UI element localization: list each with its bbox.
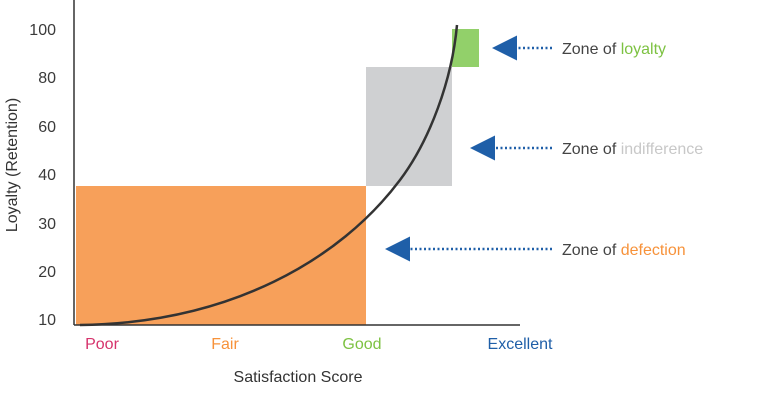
zone-label-word: loyalty: [621, 41, 666, 58]
zone-label-prefix: Zone of: [562, 141, 621, 158]
zone-label-prefix: Zone of: [562, 41, 621, 58]
y-axis-title: Loyalty (Retention): [4, 98, 21, 232]
zone-label-word: defection: [621, 242, 686, 259]
x-category-label: Poor: [85, 336, 119, 353]
x-axis-title: Satisfaction Score: [234, 369, 363, 386]
x-category-labels: Poor Fair Good Excellent: [85, 336, 553, 353]
y-tick-label: 30: [38, 216, 56, 233]
x-category-label: Excellent: [488, 336, 553, 353]
y-tick-labels: 10 20 30 40 60 80 100: [29, 22, 56, 329]
zone-label: Zone of loyalty: [562, 41, 666, 58]
y-tick-label: 80: [38, 70, 56, 87]
y-tick-label: 100: [29, 22, 56, 39]
y-tick-label: 20: [38, 264, 56, 281]
y-tick-label: 10: [38, 312, 56, 329]
zone-label-prefix: Zone of: [562, 242, 621, 259]
x-category-label: Fair: [211, 336, 239, 353]
y-tick-label: 60: [38, 119, 56, 136]
zone-label: Zone of defection: [562, 242, 686, 259]
loyalty-curve: [79, 24, 459, 327]
x-category-label: Good: [342, 336, 381, 353]
y-tick-label: 40: [38, 167, 56, 184]
zone-label: Zone of indifference: [562, 141, 703, 158]
zone-label-word: indifference: [621, 141, 704, 158]
